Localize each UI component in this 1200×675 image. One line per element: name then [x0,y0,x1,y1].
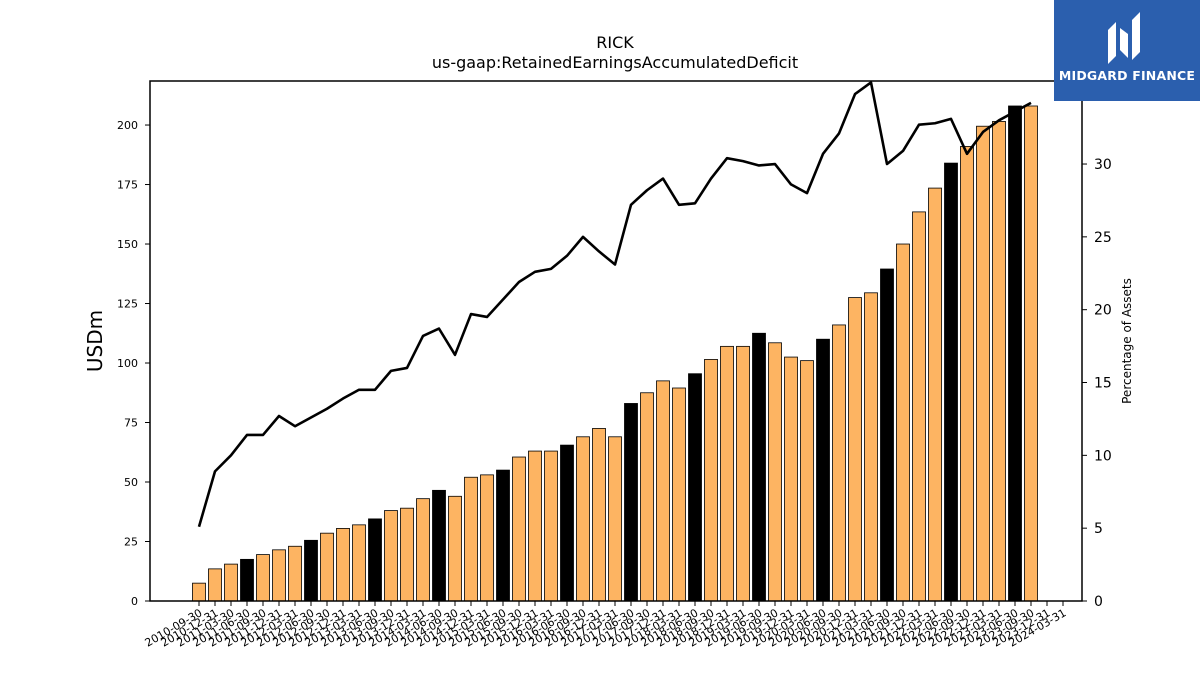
bar [400,507,414,602]
bar [656,380,670,602]
bar [944,162,958,602]
bar [192,582,206,602]
bar [816,338,830,602]
bar [576,436,590,602]
bar [704,359,718,602]
bar [720,345,734,602]
bar [928,187,942,602]
bar [864,292,878,602]
bar [960,146,974,602]
brand-logo: MIDGARD FINANCE [1054,0,1200,101]
midgard-mark-icon [1108,12,1140,64]
bar [976,125,990,602]
bar [544,450,558,602]
bar-series [192,105,1038,602]
bar [688,373,702,602]
bar [608,436,622,602]
y-tick-label: 0 [131,595,138,608]
y-tick-label: 150 [117,238,138,251]
bar [272,549,286,602]
bar [320,532,334,602]
plot-frame [149,80,1083,602]
y-tick-label: 50 [124,476,138,489]
percent-line [197,81,1032,528]
bar [464,476,478,602]
y2-tick-label: 10 [1094,448,1112,464]
bar [896,243,910,602]
bar [848,297,862,602]
bar [368,518,382,602]
bar [224,563,238,602]
bar [496,469,510,602]
bar [640,392,654,602]
bar [800,360,814,602]
bar [592,428,606,602]
chart-subtitle: us-gaap:RetainedEarningsAccumulatedDefic… [432,53,798,72]
bar [384,510,398,602]
y2-tick-label: 0 [1094,594,1103,610]
bar [560,444,574,602]
bar [1024,105,1038,602]
y-tick-label: 200 [117,119,138,132]
chart-title: RICK [596,33,634,52]
y-tick-label: 175 [117,179,138,192]
bar [880,268,894,602]
y2-tick-label: 30 [1094,157,1112,173]
bar [768,342,782,602]
bar [288,545,302,602]
bar [832,324,846,602]
bar [672,387,686,602]
bar [512,456,526,602]
y2-tick-label: 5 [1094,521,1103,537]
bar [752,332,766,602]
y-tick-label: 125 [117,298,138,311]
bar [624,403,638,602]
bar [336,528,350,602]
y2-tick-label: 20 [1094,303,1112,319]
bar [784,356,798,602]
y-tick-label: 100 [117,357,138,370]
bar [912,211,926,602]
bar [304,539,318,602]
percent-line-series [197,81,1032,528]
y2-tick-label: 15 [1094,376,1112,392]
y2-tick-label: 25 [1094,230,1112,246]
bar [432,489,446,602]
bar [992,121,1006,602]
bar [352,524,366,602]
bar [480,474,494,602]
bar [240,558,254,602]
bar [736,345,750,602]
y-tick-label: 25 [124,536,138,549]
bar [448,495,462,602]
bar [208,568,222,602]
bar [256,554,270,602]
bar [1008,105,1022,602]
bar [528,450,542,602]
y-axis-label: USDm [83,310,107,372]
y-tick-label: 75 [124,417,138,430]
bar [416,498,430,602]
brand-name: MIDGARD FINANCE [1058,68,1196,83]
y2-axis-label: Percentage of Assets [1120,278,1134,404]
